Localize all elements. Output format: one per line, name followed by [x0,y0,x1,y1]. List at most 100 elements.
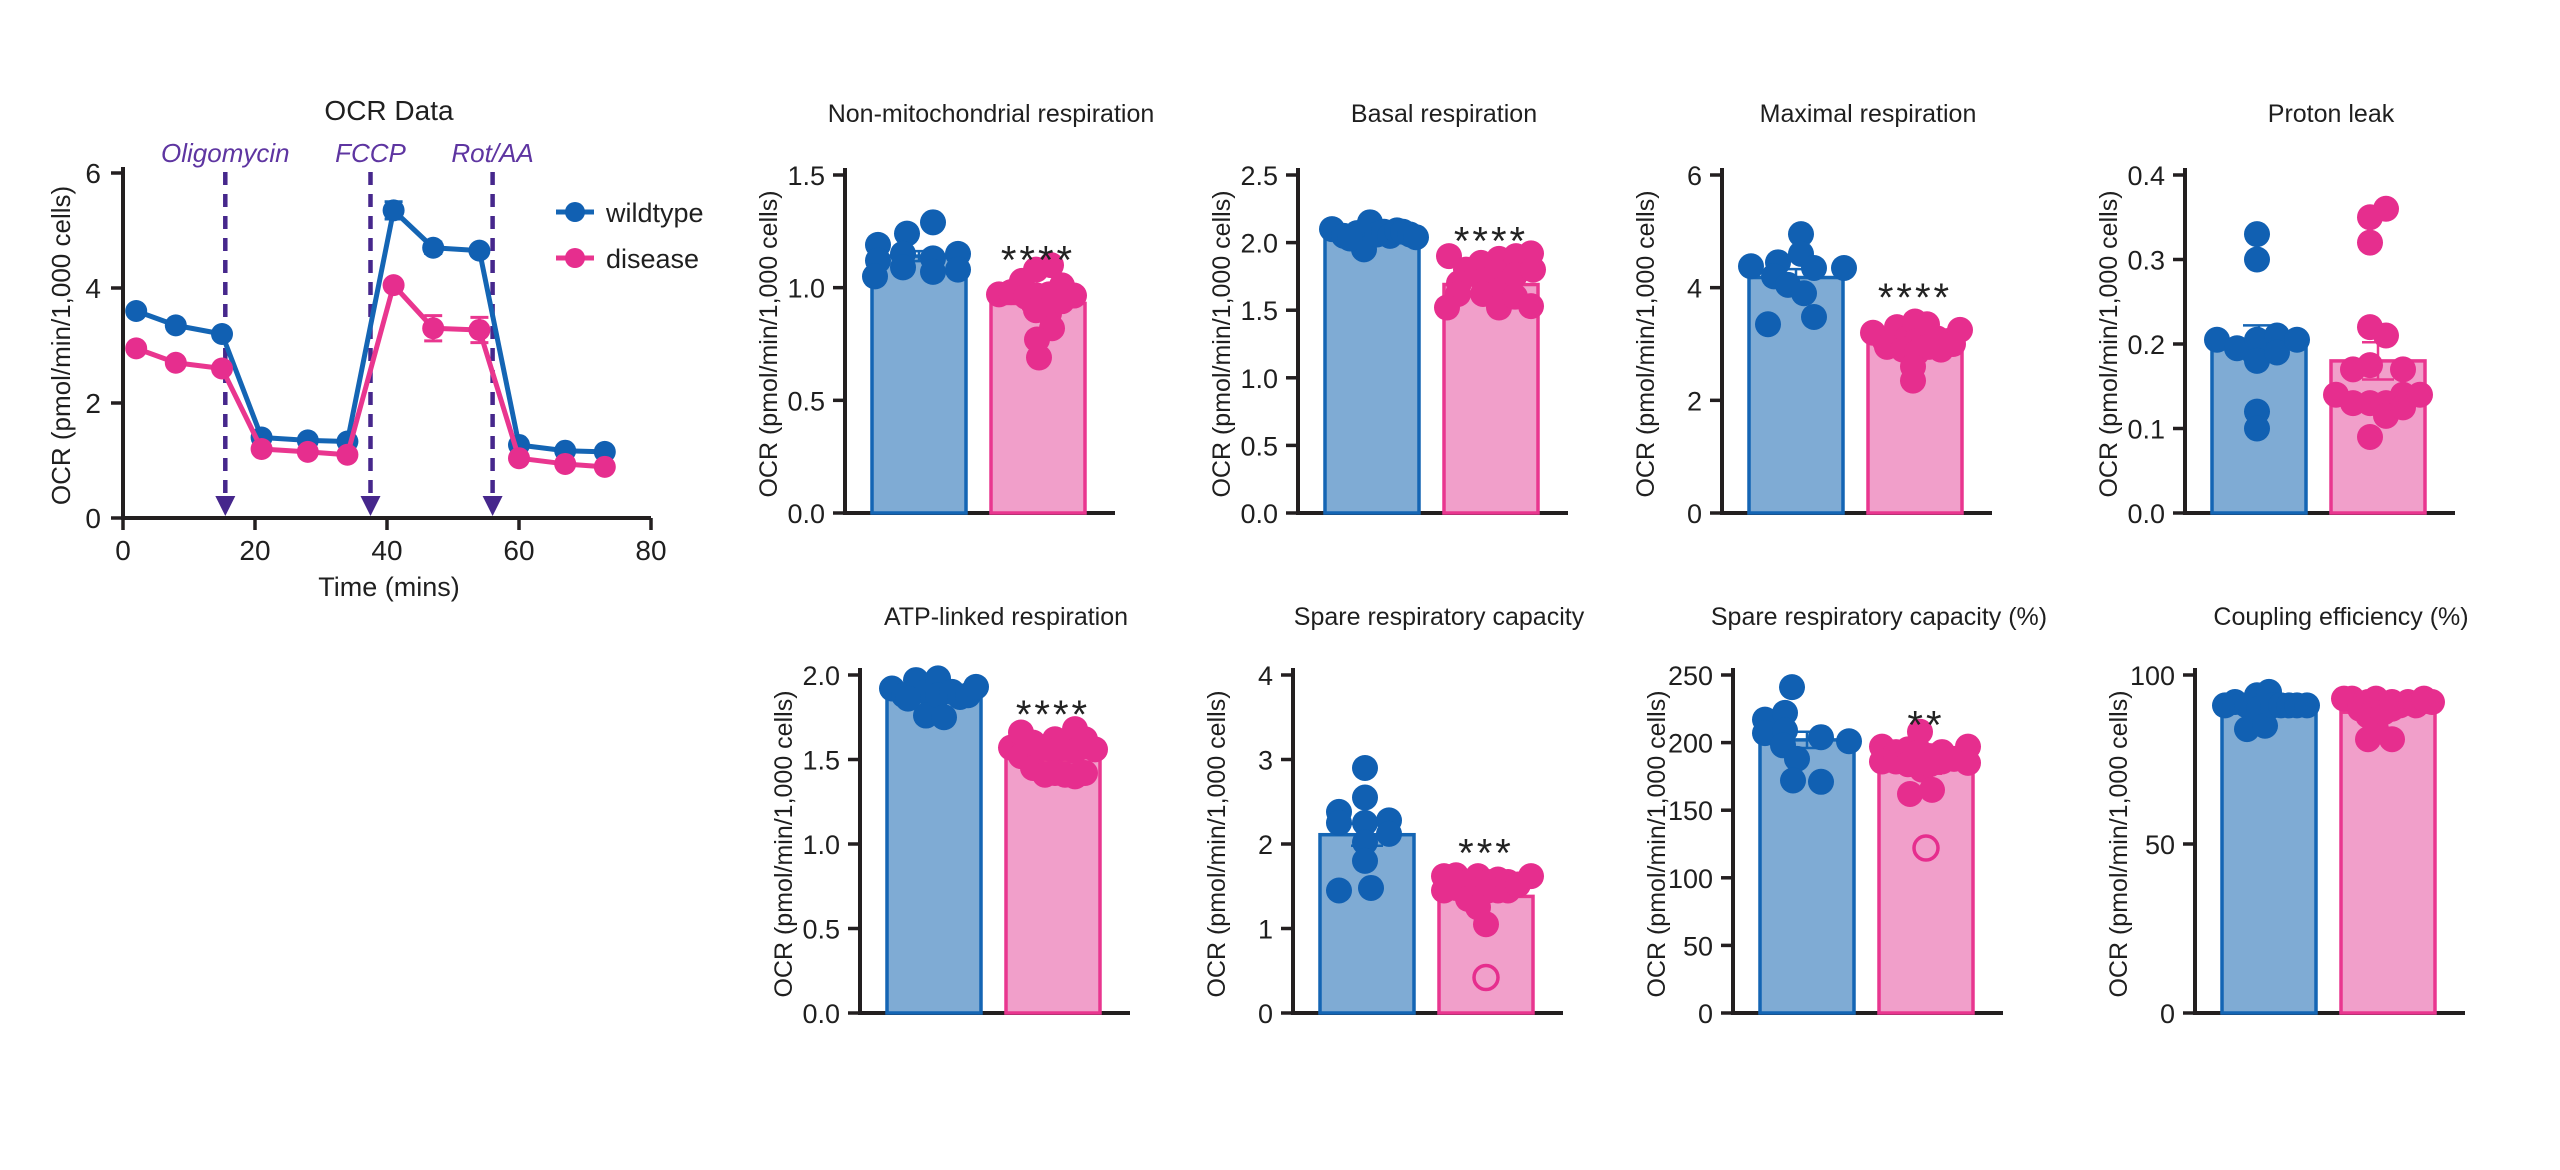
bar-chart-y-axis-label: OCR (pmol/min/1,000 cells) [770,690,798,997]
wildtype-bar [1323,234,1421,515]
injection-arrowhead-icon [360,496,381,516]
y-tick-label: 1 [1258,915,1273,945]
data-point [1518,863,1544,890]
bar-chart-y-axis-label: OCR (pmol/min/1,000 cells) [2105,690,2133,997]
bar-chart-title: Spare respiratory capacity (%) [1711,603,2047,631]
line-chart-y-axis-label: OCR (pmol/min/1,000 cells) [46,186,76,505]
significance-stars: **** [1878,276,1952,320]
x-tick-label: 40 [371,535,402,566]
wildtype-points [1738,221,1857,338]
y-tick-label: 6 [85,158,101,189]
data-point [862,263,888,290]
bar-group-wildtype [879,665,989,1015]
y-tick-label: 0 [1258,999,1273,1029]
legend-dot-icon [565,248,585,268]
y-tick-label: 1.0 [802,830,840,860]
data-point [2294,692,2320,719]
bar-chart-title: Spare respiratory capacity [1294,603,1585,631]
bar-chart-coupling-efficiency: 0 50 100 Coupling efficiency (%) OCR (pmol/m… [2105,603,2469,1029]
bar-chart-y-axis-label: OCR (pmol/min/1,000 cells) [755,190,783,497]
data-point [1352,847,1378,874]
bar-group-disease [2331,685,2445,1015]
bar-group-wildtype [1738,221,1857,515]
data-point [890,254,916,281]
data-point [593,455,616,478]
y-tick-label: 0 [1698,999,1713,1029]
y-tick-label: 2 [1258,830,1273,860]
y-tick-label: 150 [1668,796,1713,826]
data-point-outlier-open [1912,834,1940,862]
bar-group-disease [986,252,1087,515]
data-point [2373,195,2399,222]
data-point [1326,877,1352,904]
bar-chart-title: Coupling efficiency (%) [2213,603,2468,631]
injection-label: Rot/AA [451,138,533,168]
data-point [2373,322,2399,349]
bar-chart-y-ticks: 0.0 0.1 0.2 0.3 0.4 [2127,161,2185,529]
y-tick-label: 0.1 [2127,415,2165,445]
injection-arrowhead-icon [215,496,236,516]
y-tick-label: 4 [1687,274,1702,304]
y-tick-label: 2.0 [1240,229,1278,259]
data-point [1473,911,1499,938]
data-point [920,258,946,285]
bar-chart-title: Maximal respiration [1760,100,1977,128]
y-tick-label: 1.0 [1240,364,1278,394]
disease-points [986,252,1087,371]
data-point [2379,726,2405,753]
data-point [1919,776,1945,803]
y-tick-label: 4 [85,273,101,304]
significance-stars: **** [1454,220,1528,264]
data-point [1038,252,1064,279]
data-point [1900,367,1926,394]
data-point [1907,718,1933,745]
data-point [1779,674,1805,701]
data-point [1352,754,1378,781]
data-point [1831,254,1857,281]
line-chart-x-axis-label: Time (mins) [318,572,460,602]
bar-chart-y-axis-label: OCR (pmol/min/1,000 cells) [1643,690,1671,997]
data-point [1049,288,1075,315]
y-tick-label: 50 [2145,830,2175,860]
data-point [382,199,405,222]
data-point [422,317,445,340]
bar-chart-title: Basal respiration [1351,100,1537,128]
y-tick-label: 0 [1687,499,1702,529]
wildtype-points [1319,209,1429,263]
legend-item-wildtype: wildtype [556,198,704,228]
data-point [1791,280,1817,307]
data-point [2390,356,2416,383]
disease-bar [2339,710,2437,1015]
bar-chart-y-axis-label: OCR (pmol/min/1,000 cells) [2095,190,2123,497]
data-point [2224,335,2250,362]
line-chart-x-ticks: 0 20 40 60 80 [115,518,667,566]
legend-item-disease: disease [556,244,699,274]
bar-chart-maximal-respiration: 0 2 4 6 Maximal respiration OCR (pmol/min/1,0… [1632,100,1992,529]
data-point [296,440,319,463]
data-point [1940,331,1966,357]
data-point [1352,829,1378,856]
data-point [211,323,233,345]
bar-chart-y-ticks: 0.0 0.5 1.0 1.5 2.0 2.5 [1240,161,1298,529]
bar-chart-title: ATP-linked respiration [884,603,1128,631]
line-chart-legend: wildtype disease [556,198,704,274]
data-point [1518,293,1544,320]
y-tick-label: 2 [85,388,101,419]
bar-group-disease [1434,240,1546,515]
data-point [2204,326,2230,353]
significance-stars: *** [1458,831,1514,875]
data-point [336,443,359,466]
data-point [164,351,187,374]
disease-points [998,716,1108,790]
bar-chart-atp-linked-respiration: 0.0 0.5 1.0 1.5 2.0 ATP-linked respiration OCR… [770,603,1130,1029]
bar-group-wildtype [862,209,971,515]
bar-chart-spare-respiratory-capacity: 0 50 100 150 200 250 Spare respiratory capacit… [1643,603,2047,1029]
significance-stars: **** [1001,238,1075,282]
data-point [1352,809,1378,836]
y-tick-label: 1.5 [802,746,840,776]
y-tick-label: 0 [2160,999,2175,1029]
data-point [250,438,273,460]
line-series-disease [125,274,616,478]
bar-group-wildtype [1318,754,1416,1015]
